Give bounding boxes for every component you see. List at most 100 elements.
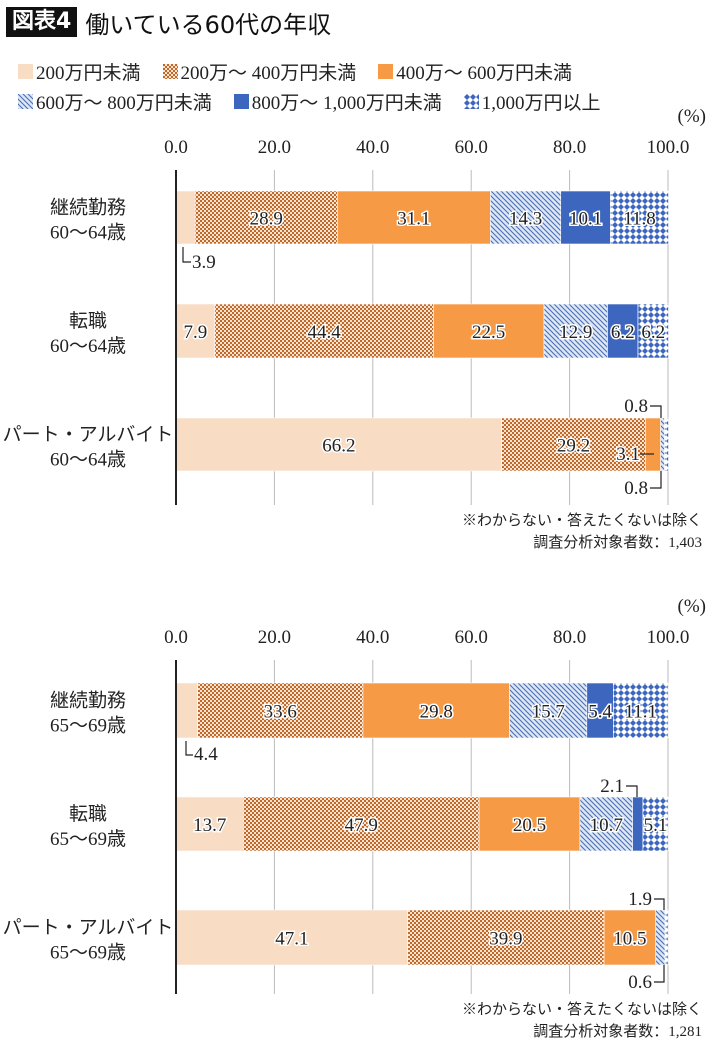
seg-over-1000	[664, 909, 669, 966]
x-tick-label: 20.0	[258, 137, 291, 158]
category-sublabel: 65～69歳	[50, 828, 126, 850]
seg-600-800	[543, 303, 608, 359]
legend-swatch	[18, 93, 33, 109]
data-label: 10.1	[569, 209, 602, 230]
category-sublabel: 60～64歳	[50, 449, 126, 471]
seg-800-1000	[560, 190, 611, 245]
callout-label: 0.8	[624, 396, 648, 417]
callout-leader	[185, 741, 193, 756]
seg-800-1000	[607, 303, 639, 359]
figure-title: 働いている60代の年収	[85, 10, 332, 39]
legend: 200万円未満 200万～ 400万円未満 400万～ 600万円未満 600万…	[18, 56, 708, 116]
data-label: 6.2	[641, 322, 665, 343]
chart-notes-65-69: ※わからない・答えたくないは除く 調査分析対象者数：1,281	[462, 999, 702, 1043]
category-label: パート・アルバイト	[3, 918, 174, 939]
legend-label: 800万～ 1,000万円未満	[251, 92, 442, 114]
data-label: 12.9	[559, 322, 592, 343]
chart-notes-60-64: ※わからない・答えたくないは除く 調査分析対象者数：1,403	[462, 510, 702, 554]
callout-label: 0.6	[628, 972, 652, 993]
chart-65-69: (%) 0.0 20.0 40.0 60.0 80.0 100.0 継続勤務 65～69歳 33.…	[3, 596, 706, 995]
seg-over-1000	[610, 190, 669, 245]
callout-leader	[654, 898, 665, 910]
seg-over-1000	[637, 303, 669, 359]
seg-200-400	[214, 303, 434, 359]
data-label: 29.2	[557, 436, 590, 457]
data-label: 5.1	[644, 815, 668, 836]
category-sublabel: 65～69歳	[50, 715, 126, 737]
category-sublabel: 65～69歳	[50, 942, 126, 964]
callout-leader	[182, 247, 191, 263]
x-tick-label: 80.0	[553, 137, 586, 158]
legend-label: 600万～ 800万円未満	[36, 92, 212, 114]
data-label: 5.4	[588, 702, 612, 723]
callout-leader	[650, 471, 662, 489]
legend-label: 200万円未満	[36, 62, 141, 84]
seg-under-200	[175, 303, 216, 359]
data-label: 11.1	[624, 702, 657, 723]
legend-swatch	[463, 93, 479, 109]
data-label: 14.3	[509, 209, 542, 230]
data-label: 22.5	[472, 322, 505, 343]
x-tick-label: 60.0	[455, 137, 488, 158]
legend-label: 200万～ 400万円未満	[180, 62, 357, 84]
note-sample-size: 調査分析対象者数：1,403	[533, 535, 702, 551]
data-label: 13.7	[193, 815, 226, 836]
category-label: 継続勤務	[50, 197, 126, 219]
category-sublabel: 60～64歳	[50, 222, 126, 244]
category-label: 継続勤務	[50, 690, 126, 712]
seg-800-1000	[632, 796, 644, 852]
note-sample-size: 調査分析対象者数：1,281	[533, 1024, 702, 1040]
seg-200-400	[243, 796, 480, 852]
data-label: 39.9	[489, 929, 522, 950]
seg-200-400	[407, 909, 605, 966]
callout-leader	[654, 965, 665, 983]
seg-under-200	[175, 190, 196, 245]
callout-leader	[626, 785, 638, 797]
data-label: 15.7	[532, 702, 565, 723]
seg-200-400	[501, 417, 646, 472]
legend-swatch	[18, 63, 33, 79]
seg-over-1000	[642, 796, 669, 852]
legend-swatch	[378, 63, 394, 79]
callout-label: 3.1	[616, 444, 640, 465]
seg-under-200	[175, 417, 503, 472]
data-label: 44.4	[307, 322, 341, 343]
category-label: 転職	[69, 310, 107, 332]
note-exclusion: ※わからない・答えたくないは除く	[461, 513, 702, 529]
x-tick-label: 20.0	[258, 627, 291, 648]
legend-label: 400万～ 600万円未満	[396, 62, 573, 84]
seg-600-800	[509, 682, 588, 739]
seg-over-1000	[613, 682, 669, 739]
data-label: 33.6	[264, 702, 297, 723]
seg-over-1000	[664, 417, 669, 472]
legend-swatch	[233, 93, 249, 109]
seg-600-800	[660, 417, 665, 472]
callout-label: 2.1	[600, 776, 624, 797]
seg-400-600	[337, 190, 491, 245]
seg-400-600	[645, 417, 661, 472]
legend-swatch	[162, 63, 178, 79]
data-label: 28.9	[250, 209, 283, 230]
data-label: 7.9	[184, 322, 208, 343]
unit-label: (%)	[678, 596, 706, 617]
seg-400-600	[603, 909, 656, 966]
category-label: 転職	[69, 803, 107, 825]
callout-leader	[650, 405, 662, 418]
seg-200-400	[197, 682, 364, 739]
legend-item-over-1000: 1,000万円以上	[463, 88, 601, 115]
callout-label: 0.8	[624, 478, 648, 499]
note-exclusion: ※わからない・答えたくないは除く	[461, 1002, 702, 1018]
x-tick-label: 60.0	[455, 627, 488, 648]
x-tick-label: 40.0	[356, 627, 389, 648]
data-label: 66.2	[322, 436, 355, 457]
callout-label: 4.4	[194, 744, 218, 765]
legend-item-under-200: 200万円未満	[18, 58, 141, 85]
callout-label: 3.9	[192, 252, 216, 273]
data-label: 10.5	[613, 929, 646, 950]
data-label: 31.1	[397, 209, 430, 230]
seg-600-800	[655, 909, 666, 966]
x-tick-label: 80.0	[553, 627, 586, 648]
seg-800-1000	[586, 682, 614, 739]
x-tick-label: 0.0	[164, 627, 188, 648]
